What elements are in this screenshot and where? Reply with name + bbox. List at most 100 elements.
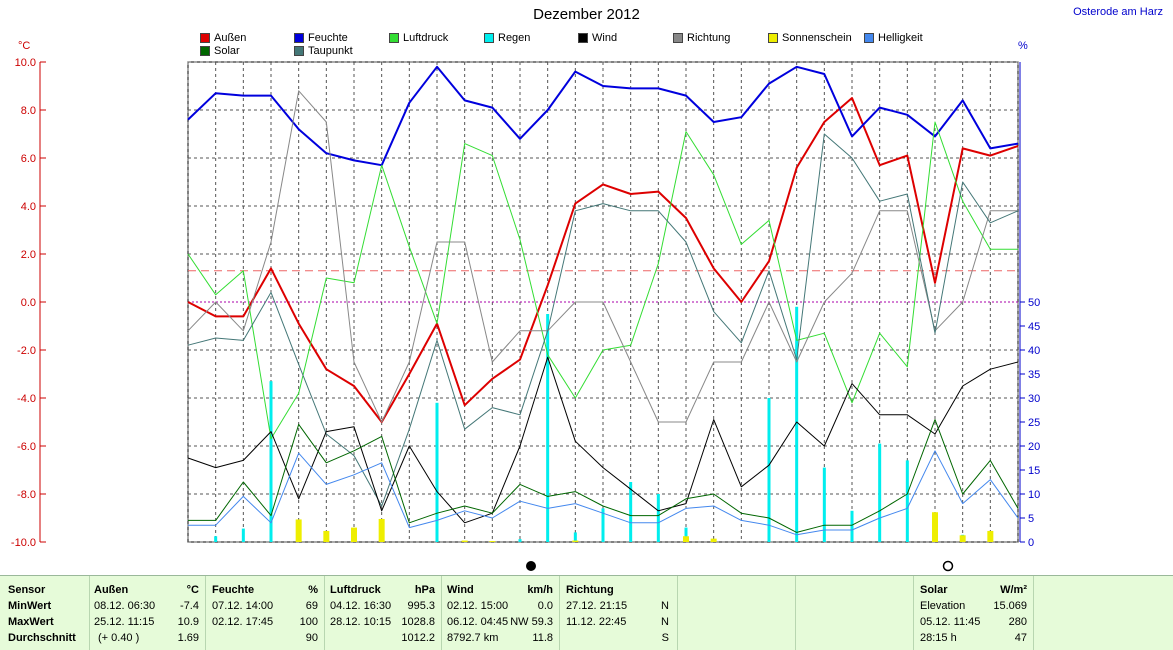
rain-bar — [601, 508, 605, 542]
legend-item: Solar — [200, 45, 240, 57]
right-tick-label: 40 — [1028, 345, 1040, 357]
left-tick-label: 4.0 — [21, 201, 36, 213]
legend-label: Regen — [498, 32, 531, 44]
stats-value: 69 — [305, 600, 318, 612]
stats-time: Elevation — [920, 600, 966, 612]
stats-value: -7.4 — [180, 600, 199, 612]
right-tick-label: 30 — [1028, 393, 1040, 405]
sunshine-bar — [323, 530, 330, 542]
series-line-außen — [187, 97, 1019, 423]
legend-swatch — [484, 33, 494, 43]
rain-bar — [573, 532, 577, 542]
stats-wind-col: Wind km/h 02.12. 15:00 0.0 06.12. 04:45 … — [442, 576, 560, 650]
rain-bar — [905, 460, 909, 542]
stats-value: 47 — [1014, 632, 1027, 644]
stats-value: NW 59.3 — [510, 616, 553, 628]
series-line-feuchte — [187, 65, 1019, 167]
left-tick-label: -8.0 — [17, 489, 36, 501]
stats-row-label: Durchschnitt — [8, 632, 76, 644]
right-tick-label: 25 — [1028, 417, 1040, 429]
series-line-luftdruck — [187, 121, 1018, 440]
sunshine-bar — [351, 527, 357, 542]
stats-time: (+ 0.40 ) — [98, 632, 140, 644]
legend-label: Helligkeit — [878, 32, 923, 44]
rain-bar — [878, 443, 882, 542]
rain-bar — [629, 482, 633, 542]
left-tick-label: 10.0 — [15, 57, 36, 69]
series-line-solar — [188, 419, 1019, 533]
rain-bar — [767, 398, 771, 542]
stats-time: 07.12. 14:00 — [212, 600, 274, 612]
rain-bar — [269, 381, 273, 542]
sunshine-bar — [710, 538, 717, 542]
legend-swatch — [200, 46, 210, 56]
stats-time: 28:15 h — [920, 632, 957, 644]
left-tick-label: 0.0 — [21, 297, 36, 309]
stats-value: 11.8 — [532, 632, 553, 644]
left-tick-label: -2.0 — [17, 345, 36, 357]
legend-swatch — [294, 46, 304, 56]
legend-swatch — [389, 33, 399, 43]
rain-bar — [241, 528, 245, 542]
stats-empty-col — [796, 576, 914, 650]
legend-label: Richtung — [687, 32, 731, 44]
stats-value: 1028.8 — [401, 616, 435, 628]
stats-value: S — [661, 632, 669, 644]
stats-value: 280 — [1008, 616, 1027, 628]
stats-time: 08.12. 06:30 — [94, 600, 156, 612]
sunshine-bar — [378, 518, 385, 542]
left-tick-label: 2.0 — [21, 249, 36, 261]
legend-label: Luftdruck — [403, 32, 449, 44]
stats-col-name: Feuchte — [212, 584, 255, 596]
stats-col-unit: °C — [186, 584, 199, 596]
stats-time: 02.12. 15:00 — [447, 600, 509, 612]
right-tick-label: 20 — [1028, 441, 1040, 453]
stats-col-unit: W/m² — [1000, 584, 1027, 596]
right-tick-label: 15 — [1028, 465, 1040, 477]
stats-col-name: Richtung — [566, 584, 614, 596]
legend-label: Sonnenschein — [782, 32, 852, 44]
new-moon-icon — [942, 560, 954, 572]
legend-swatch — [578, 33, 588, 43]
stats-col-name: Solar — [920, 584, 948, 596]
stats-value: 100 — [299, 616, 318, 628]
stats-value: 15.069 — [993, 600, 1027, 612]
stats-value: N — [661, 616, 669, 628]
stats-time: 28.12. 10:15 — [330, 616, 392, 628]
stats-header: Sensor — [8, 584, 46, 596]
legend-item: Wind — [578, 32, 617, 44]
legend-item: Außen — [200, 32, 246, 44]
right-tick-label: 5 — [1028, 513, 1034, 525]
rain-bar — [435, 402, 439, 542]
rain-bar — [214, 536, 218, 542]
stats-time: 02.12. 17:45 — [212, 616, 274, 628]
statistics-panel: Sensor MinWert MaxWert Durchschnitt Auße… — [0, 575, 1173, 650]
legend-item: Regen — [484, 32, 530, 44]
left-tick-label: 6.0 — [21, 153, 36, 165]
right-tick-label: 50 — [1028, 297, 1040, 309]
legend-swatch — [294, 33, 304, 43]
sunshine-bar — [683, 536, 689, 542]
legend-label: Taupunkt — [308, 45, 353, 57]
sunshine-bar — [489, 541, 496, 543]
sunshine-bar — [572, 540, 579, 542]
series-line-wind — [187, 356, 1019, 524]
weather-chart: 10.0 8.0 6.0 4.0 2.0 0.0 -2.0 -4.0 -6.0 -8.0 -10.0… — [11, 57, 1040, 572]
stats-aussen-col: Außen °C 08.12. 06:30 -7.4 25.12. 11:15 … — [90, 576, 206, 650]
stats-feuchte-col: Feuchte % 07.12. 14:00 69 02.12. 17:45 1… — [206, 576, 325, 650]
stats-time: 8792.7 km — [447, 632, 499, 644]
stats-time: 11.12. 22:45 — [566, 616, 627, 628]
sunshine-bar — [295, 519, 302, 542]
stats-time: 27.12. 21:15 — [566, 600, 628, 612]
rain-bar — [684, 527, 688, 542]
stats-value: 90 — [305, 632, 318, 644]
right-axis-unit: % — [1018, 40, 1028, 52]
legend-swatch — [864, 33, 874, 43]
stats-time: 04.12. 16:30 — [330, 600, 392, 612]
stats-value: 1012.2 — [401, 632, 435, 644]
rain-bar — [822, 467, 826, 542]
location-label: Osterode am Harz — [1073, 6, 1163, 18]
legend-item: Luftdruck — [389, 32, 448, 44]
chart-title: Dezember 2012 — [533, 6, 640, 23]
stats-value: 10.9 — [177, 616, 199, 628]
